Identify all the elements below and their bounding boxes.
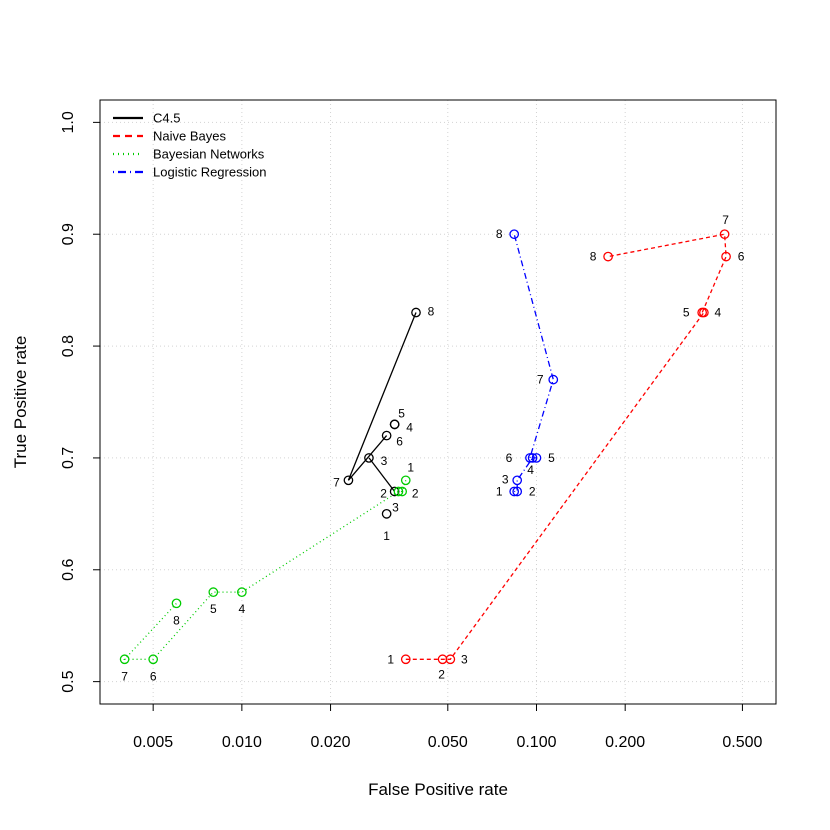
bayesian-networks-point-label: 3 xyxy=(392,500,399,514)
axes: 0.005 0.010 0.020 0.050 0.100 0.200 0.500 0.5 0.… xyxy=(60,111,763,751)
naive-bayes-point xyxy=(721,251,731,262)
c4-5-point xyxy=(389,486,400,497)
data-points xyxy=(119,229,731,665)
bayesian-networks-point-label: 1 xyxy=(407,460,414,474)
naive-bayes-point-label: 2 xyxy=(438,667,445,681)
bayesian-networks-point xyxy=(393,486,404,497)
x-tick-label: 0.200 xyxy=(605,734,645,751)
c4-5-point xyxy=(381,509,392,519)
x-tick-label: 0.050 xyxy=(428,734,468,751)
c4-5-point-label: 1 xyxy=(383,529,390,543)
naive-bayes-point-label: 1 xyxy=(387,652,394,666)
y-tick-label: 0.5 xyxy=(60,670,77,692)
c4-5-point-label: 3 xyxy=(381,454,388,468)
y-tick-label: 0.8 xyxy=(60,335,77,357)
naive-bayes-point xyxy=(697,307,708,318)
c4-5-line xyxy=(347,312,417,481)
logistic-regression-point-label: 1 xyxy=(496,484,503,498)
bayesian-networks-point xyxy=(148,654,159,665)
naive-bayes-point-label: 3 xyxy=(461,652,468,666)
naive-bayes-point xyxy=(400,654,411,665)
logistic-regression-point xyxy=(548,374,559,385)
y-tick-label: 1.0 xyxy=(60,111,77,133)
bayesian-networks-point xyxy=(400,475,411,486)
c4-5-line xyxy=(347,435,388,481)
naive-bayes-point xyxy=(719,229,730,240)
c4-5-point-label: 8 xyxy=(428,305,435,319)
bayesian-networks-point xyxy=(397,486,408,497)
c4-5-point-label: 2 xyxy=(380,486,387,500)
c4-5-point xyxy=(381,430,392,441)
logistic-regression-point xyxy=(527,453,538,463)
grid xyxy=(100,100,776,704)
legend-label-c4-5: C4.5 xyxy=(153,111,180,126)
x-tick-label: 0.020 xyxy=(311,734,351,751)
x-tick-label: 0.010 xyxy=(222,734,262,751)
logistic-regression-point xyxy=(512,475,523,486)
naive-bayes-point-label: 7 xyxy=(722,213,729,227)
y-tick-label: 0.6 xyxy=(60,559,77,581)
legend-label-logistic-regression: Logistic Regression xyxy=(153,165,266,180)
c4-5-point xyxy=(411,307,421,318)
c4-5-line xyxy=(368,457,396,492)
bayesian-networks-point xyxy=(208,587,219,597)
bayesian-networks-point-label: 8 xyxy=(173,613,180,627)
y-axis-title: True Positive rate xyxy=(11,336,30,469)
naive-bayes-point-label: 4 xyxy=(715,306,722,320)
bayesian-networks-point xyxy=(237,587,247,597)
c4-5-point-label: 5 xyxy=(398,406,405,420)
y-tick-label: 0.7 xyxy=(60,447,77,469)
bayesian-networks-point-label: 2 xyxy=(412,486,419,500)
logistic-regression-point xyxy=(525,453,535,463)
y-tick-label: 0.9 xyxy=(60,223,77,245)
c4-5-point xyxy=(389,419,400,430)
logistic-regression-point-label: 8 xyxy=(496,227,503,241)
c4-5-point-label: 6 xyxy=(396,435,403,449)
naive-bayes-point-label: 5 xyxy=(683,306,690,320)
x-tick-label: 0.500 xyxy=(722,734,762,751)
x-tick-label: 0.005 xyxy=(133,734,173,751)
logistic-regression-point-label: 2 xyxy=(529,484,536,498)
logistic-regression-point-label: 5 xyxy=(548,451,555,465)
logistic-regression-point xyxy=(509,229,520,240)
logistic-regression-point-label: 6 xyxy=(506,451,513,465)
legend-label-bayesian-networks: Bayesian Networks xyxy=(153,147,265,162)
c4-5-point-label: 4 xyxy=(406,420,413,434)
logistic-regression-point-label: 3 xyxy=(502,472,509,486)
c4-5-point-label: 7 xyxy=(333,475,340,489)
legend: C4.5 Naive Bayes Bayesian Networks Logistic… xyxy=(113,111,266,180)
naive-bayes-point-label: 8 xyxy=(590,250,597,264)
logistic-regression-point-label: 4 xyxy=(527,463,534,477)
naive-bayes-point xyxy=(603,251,613,262)
bayesian-networks-point-label: 5 xyxy=(210,602,217,616)
c4-5-point xyxy=(343,475,354,486)
x-axis-title: False Positive rate xyxy=(368,780,508,799)
bayesian-networks-point-label: 4 xyxy=(239,602,246,616)
logistic-regression-point xyxy=(531,453,542,463)
bayesian-networks-point-label: 6 xyxy=(150,669,157,683)
bayesian-networks-point xyxy=(119,654,130,665)
bayesian-networks-point xyxy=(171,598,182,609)
naive-bayes-point-label: 6 xyxy=(738,250,745,264)
c4-5-point xyxy=(364,453,374,463)
naive-bayes-point xyxy=(445,654,456,665)
logistic-regression-point xyxy=(509,486,520,497)
logistic-regression-point xyxy=(512,486,523,497)
legend-label-naive-bayes: Naive Bayes xyxy=(153,129,226,144)
logistic-regression-point-label: 7 xyxy=(537,373,544,387)
x-tick-label: 0.100 xyxy=(516,734,556,751)
bayesian-networks-point-label: 7 xyxy=(121,669,128,683)
